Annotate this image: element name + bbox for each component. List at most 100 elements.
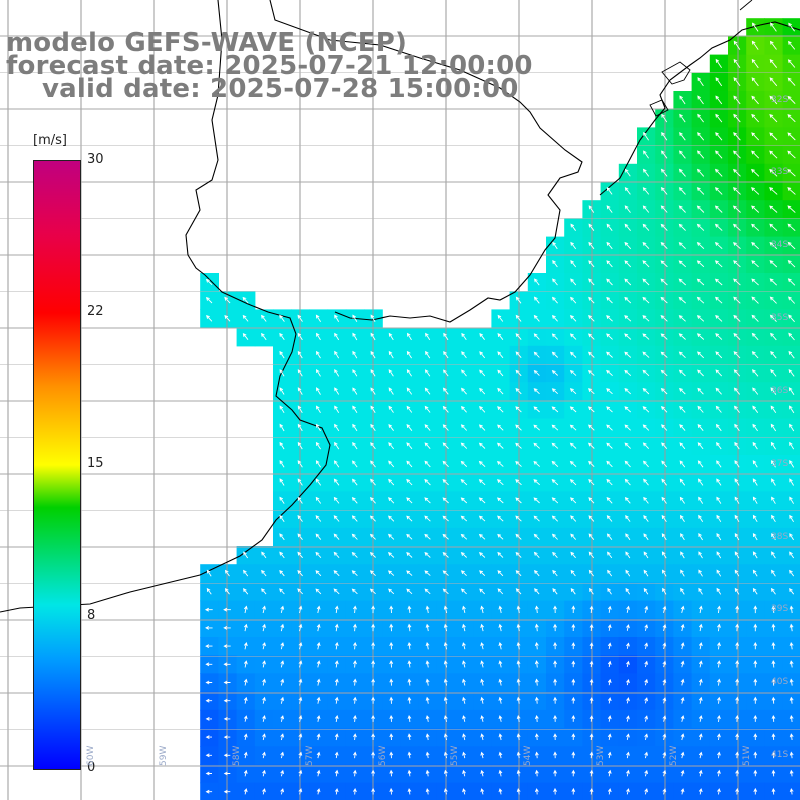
wind-arrow — [316, 660, 321, 668]
wind-arrow — [425, 623, 430, 632]
wind-arrow — [696, 223, 705, 231]
wind-arrow — [389, 696, 394, 704]
wind-arrow — [443, 351, 449, 359]
wind-arrow — [662, 605, 667, 613]
wind-arrow — [696, 205, 705, 213]
wind-arrow — [406, 552, 413, 558]
wind-arrow — [680, 587, 685, 595]
wind-arrow — [297, 332, 303, 341]
wind-arrow — [679, 514, 685, 522]
wind-arrow — [770, 460, 776, 468]
wind-arrow — [624, 388, 632, 395]
wind-arrow — [680, 715, 685, 722]
wind-arrow — [406, 423, 413, 431]
wind-arrow — [442, 405, 449, 413]
wind-arrow — [369, 588, 376, 595]
wind-arrow — [734, 405, 740, 413]
wind-arrow — [406, 369, 412, 377]
wind-arrow — [478, 442, 486, 449]
wind-arrow — [626, 678, 630, 686]
wind-arrow — [297, 551, 303, 559]
wind-arrow — [315, 478, 322, 486]
wind-arrow — [662, 715, 667, 722]
wind-arrow — [353, 623, 357, 632]
wind-arrow — [369, 570, 376, 577]
wind-arrow — [679, 496, 685, 504]
wind-arrow — [734, 478, 740, 486]
wind-arrow — [697, 95, 704, 105]
wind-arrow — [588, 478, 595, 486]
wind-arrow — [735, 605, 740, 614]
wind-arrow — [462, 660, 466, 668]
wind-arrow — [733, 77, 741, 87]
wind-arrow — [588, 460, 595, 468]
wind-arrow — [715, 296, 723, 304]
wind-arrow — [715, 333, 723, 340]
wind-arrow — [388, 332, 394, 341]
wind-arrow — [680, 623, 685, 632]
wind-arrow — [570, 241, 577, 250]
wind-arrow — [243, 623, 248, 632]
wind-arrow — [588, 569, 594, 577]
wind-arrow — [279, 551, 285, 559]
wind-arrow — [716, 551, 722, 559]
wind-arrow — [714, 278, 723, 286]
wind-arrow — [678, 242, 686, 250]
wind-arrow — [315, 496, 322, 504]
wind-arrow — [534, 660, 539, 668]
wind-arrow — [205, 717, 212, 721]
wind-arrow — [353, 769, 357, 777]
wind-arrow — [788, 369, 795, 377]
wind-arrow — [297, 387, 303, 395]
wind-arrow — [660, 406, 668, 413]
wind-arrow — [533, 551, 540, 559]
wind-arrow — [626, 769, 630, 777]
wind-arrow — [624, 497, 631, 504]
wind-arrow — [643, 551, 649, 559]
wind-arrow — [388, 478, 395, 486]
wind-arrow — [206, 569, 212, 577]
wind-arrow — [279, 496, 285, 504]
wind-arrow — [624, 296, 632, 304]
wind-arrow — [734, 587, 740, 595]
wind-arrow — [352, 332, 358, 341]
wind-arrow — [644, 715, 649, 722]
wind-arrow — [733, 351, 741, 359]
wind-arrow — [753, 769, 758, 777]
wind-arrow — [626, 715, 630, 722]
wind-arrow — [551, 296, 558, 304]
wind-arrow — [316, 788, 321, 795]
lat-label: 32S — [771, 95, 789, 105]
wind-arrow — [787, 168, 796, 177]
wind-arrow — [662, 788, 667, 795]
wind-arrow — [697, 387, 704, 395]
wind-arrow — [352, 369, 358, 377]
wind-arrow — [479, 369, 486, 377]
lat-label: 41S — [771, 750, 789, 760]
wind-arrow — [660, 315, 668, 322]
wind-arrow — [279, 387, 285, 395]
wind-arrow — [242, 296, 249, 304]
wind-arrow — [714, 242, 723, 250]
wind-arrow — [407, 769, 412, 777]
wind-arrow — [333, 478, 340, 486]
wind-arrow — [298, 696, 303, 704]
wind-arrow — [460, 515, 468, 522]
wind-arrow — [316, 605, 321, 614]
wind-arrow — [624, 223, 631, 231]
wind-arrow — [661, 533, 667, 541]
wind-arrow — [389, 678, 394, 686]
wind-arrow — [753, 714, 758, 722]
wind-arrow — [751, 223, 760, 231]
wind-arrow — [660, 260, 668, 268]
wind-arrow — [697, 77, 704, 87]
wind-arrow — [788, 332, 795, 341]
wind-arrow — [262, 769, 266, 777]
wind-arrow — [570, 223, 576, 231]
wind-arrow — [462, 678, 466, 686]
wind-arrow — [515, 314, 522, 322]
wind-arrow — [243, 588, 249, 595]
wind-arrow — [606, 388, 613, 395]
wind-arrow — [534, 788, 539, 795]
